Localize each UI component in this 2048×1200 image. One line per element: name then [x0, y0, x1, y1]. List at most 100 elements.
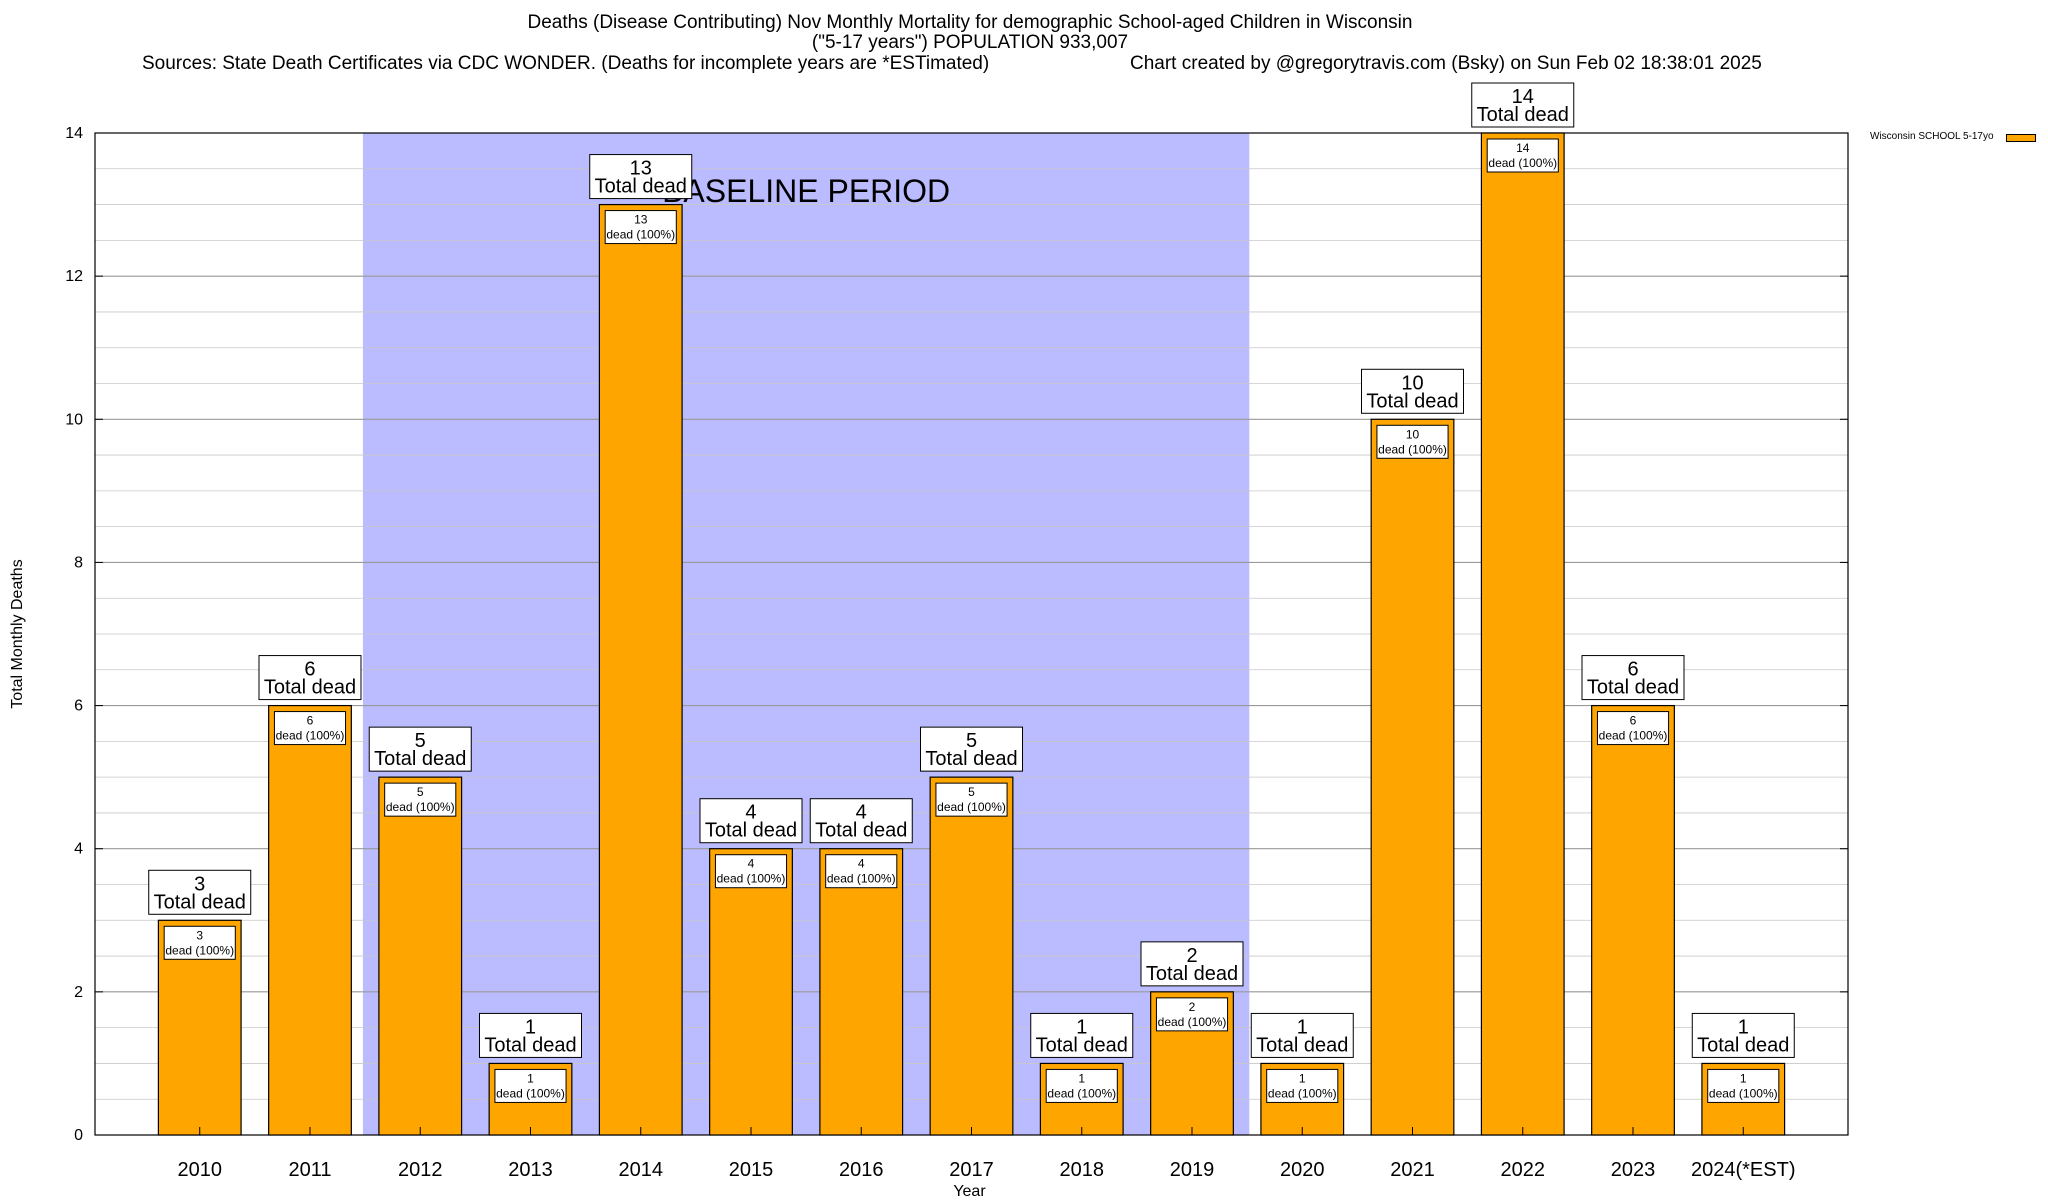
bar-inner-label: dead (100%)	[276, 729, 345, 743]
chart-source-note: Sources: State Death Certificates via CD…	[142, 53, 990, 74]
bar-inner-label: dead (100%)	[1378, 442, 1447, 456]
bar-total-label: Total dead	[595, 176, 687, 198]
bar-total-value: 10	[1401, 372, 1423, 394]
bar	[1370, 418, 1455, 1136]
bar-inner-value: 2	[1189, 1000, 1196, 1014]
bar-inner-label-box	[494, 1068, 567, 1103]
chart-credit-note: Chart created by @gregorytravis.com (Bsk…	[1130, 53, 1762, 74]
bar-inner-value: 5	[968, 785, 975, 799]
bar-inner-label: dead (100%)	[1488, 156, 1557, 170]
bar-total-callout	[148, 869, 252, 915]
bar-total-callout	[1581, 655, 1685, 701]
x-axis-label: Year	[953, 1183, 986, 1200]
bar	[929, 776, 1014, 1136]
bar-inner-label-box	[714, 854, 788, 889]
bar-total-label: Total dead	[264, 677, 356, 699]
bar-total-label: Total dead	[815, 820, 907, 842]
x-tick-label: 2023	[1611, 1159, 1656, 1181]
bar-total-value: 14	[1512, 86, 1534, 108]
x-tick-label: 2022	[1501, 1159, 1546, 1181]
bar-total-value: 1	[525, 1016, 536, 1038]
bar-total-label: Total dead	[1477, 104, 1569, 126]
bar-total-callout	[1140, 941, 1244, 987]
y-axis-label: Total Monthly Deaths	[9, 559, 26, 708]
bar	[1591, 704, 1675, 1136]
chart-title-line-2: ("5-17 years") POPULATION 933,007	[811, 32, 1129, 53]
bar-inner-value: 1	[527, 1071, 534, 1085]
y-tick-label: 8	[74, 554, 83, 571]
bar-total-value: 6	[304, 659, 315, 681]
bar-total-value: 5	[966, 730, 977, 752]
bar-total-label: Total dead	[374, 748, 466, 770]
bar-total-label: Total dead	[1587, 677, 1679, 699]
legend-label: Wisconsin SCHOOL 5-17yo	[1870, 131, 1994, 142]
bar-total-label: Total dead	[1036, 1034, 1128, 1056]
bar-total-callout	[1471, 82, 1575, 128]
bar-inner-value: 6	[1630, 714, 1637, 728]
bar-total-value: 1	[1738, 1016, 1749, 1038]
bar-inner-value: 4	[748, 857, 755, 871]
bar-inner-value: 10	[1406, 427, 1420, 441]
bar-total-callout	[1030, 1012, 1134, 1058]
bar-total-label: Total dead	[925, 748, 1017, 770]
bar-total-callout	[1691, 1012, 1795, 1058]
bar-inner-label-box	[1155, 997, 1229, 1032]
bar-total-label: Total dead	[1366, 390, 1458, 412]
x-tick-label: 2020	[1280, 1159, 1325, 1181]
bar-inner-value: 6	[307, 714, 314, 728]
bar-inner-value: 1	[1078, 1071, 1085, 1085]
bar-total-value: 5	[415, 730, 426, 752]
bar-total-callout	[699, 798, 803, 844]
x-tick-label: 2013	[508, 1159, 553, 1181]
bar-total-label: Total dead	[705, 820, 797, 842]
bar-total-label: Total dead	[1256, 1034, 1348, 1056]
bar-total-label: Total dead	[154, 891, 246, 913]
bar-total-callout	[1250, 1012, 1354, 1058]
bar-total-value: 13	[630, 158, 652, 180]
bar-inner-label: dead (100%)	[386, 800, 455, 814]
bar	[819, 848, 904, 1136]
bar-total-value: 1	[1297, 1016, 1308, 1038]
bar	[709, 848, 793, 1136]
bar	[1480, 132, 1565, 1136]
bar-total-value: 2	[1186, 945, 1197, 967]
bar-inner-label: dead (100%)	[1709, 1086, 1778, 1100]
bar-total-label: Total dead	[484, 1034, 576, 1056]
bar-inner-label-box	[1266, 1068, 1339, 1103]
bar-inner-label-box	[825, 854, 898, 889]
bar-total-value: 4	[745, 802, 756, 824]
bar-inner-label: dead (100%)	[496, 1086, 565, 1100]
bar-inner-value: 4	[858, 857, 865, 871]
y-tick-label: 6	[74, 698, 83, 715]
y-tick-label: 0	[74, 1127, 83, 1144]
x-tick-label: 2021	[1390, 1159, 1435, 1181]
x-tick-label: 2011	[288, 1159, 331, 1181]
x-tick-label: 2024(*EST)	[1691, 1159, 1796, 1181]
bar-inner-value: 14	[1516, 141, 1530, 155]
bar-total-label: Total dead	[1146, 963, 1238, 985]
bar-inner-value: 3	[196, 928, 203, 942]
bar-inner-value: 1	[1299, 1071, 1306, 1085]
bar-inner-label-box	[1486, 138, 1559, 173]
bar	[378, 776, 463, 1136]
bar-inner-label: dead (100%)	[1599, 729, 1668, 743]
bar-total-label: Total dead	[1697, 1034, 1789, 1056]
bar-total-value: 3	[194, 873, 205, 895]
y-tick-label: 2	[74, 984, 83, 1001]
bar-inner-label-box	[273, 711, 347, 746]
bar-total-callout	[920, 726, 1023, 772]
chart-title-line-1: Deaths (Disease Contributing) Nov Monthl…	[527, 12, 1413, 33]
bar-inner-label: dead (100%)	[1047, 1086, 1116, 1100]
bar-inner-value: 5	[417, 785, 424, 799]
x-tick-label: 2012	[398, 1159, 443, 1181]
bar-inner-label-box	[604, 210, 677, 245]
bar-total-callout	[368, 726, 472, 772]
bar-inner-label-box	[1045, 1068, 1118, 1103]
bar-total-callout	[1361, 368, 1465, 414]
bar-inner-label: dead (100%)	[937, 800, 1006, 814]
bar-inner-label-box	[163, 925, 236, 960]
bar-total-callout	[258, 655, 362, 701]
bar-inner-label: dead (100%)	[165, 943, 234, 957]
bar-inner-label: dead (100%)	[827, 872, 896, 886]
